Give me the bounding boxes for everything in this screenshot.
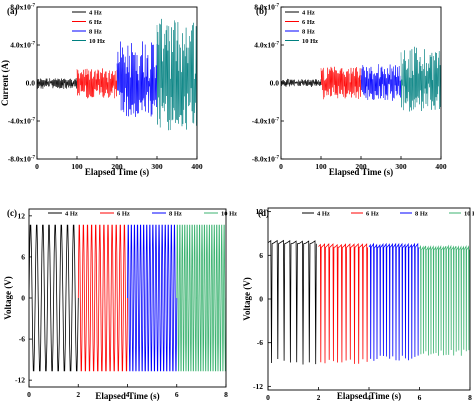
x-tick-label: 4 — [367, 393, 371, 402]
panel-label: (a) — [7, 6, 18, 16]
legend-entry-label: 10 Hz — [89, 38, 105, 45]
y-tick-label: 8.0x10-7 — [254, 3, 279, 12]
series-line-8-hz — [116, 41, 158, 117]
y-tick-label: 0.0 — [26, 79, 36, 88]
series-line-6-hz — [76, 68, 118, 99]
x-tick-label: 8 — [468, 393, 472, 402]
series-line-6-hz — [320, 66, 362, 100]
series-line-10-hz — [419, 244, 470, 356]
legend-entry-label: 4 Hz — [89, 10, 102, 17]
legend-entry-label: 8 Hz — [302, 29, 315, 36]
plot-area — [29, 224, 226, 372]
y-tick-label: -4.0x10-7 — [252, 117, 280, 126]
panel-label: (c) — [7, 208, 17, 218]
chart-panel-a: 0 100 200 300 400 8.0x10-7 4.0x10-7 0.0 -4.0x10-… — [0, 3, 203, 178]
x-tick-label: 300 — [395, 162, 407, 171]
x-tick-label: 200 — [355, 162, 367, 171]
series-line-4-hz — [37, 78, 78, 90]
y-tick-label: -8.0x10-7 — [252, 155, 280, 164]
plot-area — [268, 239, 470, 365]
x-tick-label: 2 — [76, 390, 80, 399]
y-tick-label: -6 — [19, 335, 25, 344]
y-tick-label: -12 — [15, 376, 25, 385]
legend-entry-label: 8 Hz — [415, 211, 428, 218]
x-tick-label: 0 — [266, 393, 270, 402]
x-tick-label: 4 — [126, 390, 130, 399]
series-line-4-hz — [29, 224, 79, 372]
legend-entry-label: 4 Hz — [302, 10, 315, 17]
y-tick-label: -6 — [257, 338, 263, 347]
y-tick-label: -4.0x10-7 — [8, 117, 36, 126]
x-axis-label: Elapsed Time (s) — [329, 167, 393, 177]
plot-area — [37, 18, 197, 131]
series-line-4-hz — [281, 78, 322, 88]
chart-panel-b: 0 100 200 300 400 8.0x10-7 4.0x10-7 0.0 -4.0x10-… — [252, 3, 447, 178]
y-tick-label: 8.0x10-7 — [10, 3, 35, 12]
x-tick-label: 0 — [279, 162, 283, 171]
legend-entry-label: 10 Hz — [221, 211, 237, 218]
chart-panel-d: 0 2 4 6 8 12 6 0 -6 -12 Elapsed Time (s) Voltage (V… — [242, 207, 474, 402]
legend-entry-label: 6 Hz — [117, 211, 130, 218]
y-tick-label: 0 — [259, 295, 263, 304]
series-line-10-hz — [176, 224, 226, 372]
legend-entry-label: 6 Hz — [366, 211, 379, 218]
x-tick-label: 6 — [175, 390, 179, 399]
y-tick-label: 6 — [259, 251, 263, 260]
y-tick-label: -12 — [253, 382, 263, 391]
panel-label: (b) — [256, 6, 267, 16]
series-line-8-hz — [360, 64, 402, 101]
y-tick-label: 0.0 — [270, 79, 280, 88]
y-tick-label: 0 — [21, 294, 25, 303]
series-line-8-hz — [368, 242, 419, 361]
y-tick-label: -8.0x10-7 — [8, 155, 36, 164]
y-axis-label: Voltage (V) — [242, 277, 252, 320]
legend-entry-label: 8 Hz — [169, 211, 182, 218]
series-line-10-hz — [156, 18, 197, 131]
x-tick-label: 300 — [151, 162, 163, 171]
x-tick-label: 100 — [315, 162, 327, 171]
series-line-4-hz — [268, 239, 317, 365]
y-tick-label: 6 — [21, 252, 25, 261]
series-line-8-hz — [127, 224, 178, 372]
x-tick-label: 0 — [27, 390, 31, 399]
x-axis-label: Elapsed Time (s) — [85, 167, 149, 177]
y-tick-label: 12 — [18, 211, 26, 220]
x-tick-label: 2 — [317, 393, 321, 402]
x-tick-label: 100 — [71, 162, 83, 171]
x-tick-label: 400 — [435, 162, 447, 171]
series-line-6-hz — [318, 243, 368, 364]
y-tick-label: 4.0x10-7 — [254, 41, 279, 50]
y-tick-label: 4.0x10-7 — [10, 41, 35, 50]
plot-area — [281, 46, 441, 112]
x-tick-label: 200 — [111, 162, 123, 171]
x-axis-label: Elapsed Time (s) — [337, 391, 401, 401]
x-axis-label: Elapsed Time (s) — [95, 391, 159, 401]
x-tick-label: 6 — [418, 393, 422, 402]
y-axis-label: Voltage (V) — [3, 276, 13, 319]
legend-entry-label: 6 Hz — [89, 19, 102, 26]
y-axis-label: Current (A) — [0, 60, 10, 106]
series-line-10-hz — [400, 46, 441, 112]
panel-label: (d) — [258, 208, 269, 218]
legend-entry-label: 4 Hz — [317, 211, 330, 218]
x-tick-label: 0 — [35, 162, 39, 171]
x-tick-label: 8 — [224, 390, 228, 399]
y-tick-label: 12 — [256, 207, 264, 216]
legend-entry-label: 4 Hz — [65, 211, 78, 218]
plot-frame — [267, 207, 471, 391]
legend-entry-label: 6 Hz — [302, 19, 315, 26]
legend-entry-label: 10 Hz — [464, 211, 474, 218]
chart-panel-c: 0 2 4 6 8 12 6 0 -6 -12 Elapsed Time (s) Voltage (V… — [3, 208, 237, 401]
legend-entry-label: 10 Hz — [302, 38, 318, 45]
legend-entry-label: 8 Hz — [89, 29, 102, 36]
series-line-6-hz — [77, 224, 128, 372]
x-tick-label: 400 — [191, 162, 203, 171]
